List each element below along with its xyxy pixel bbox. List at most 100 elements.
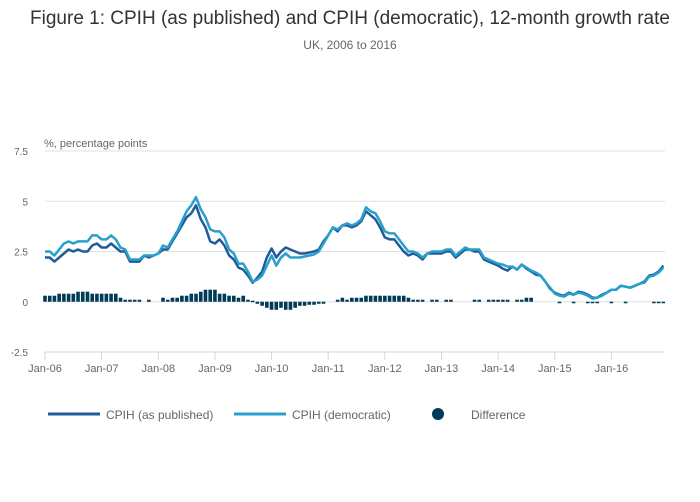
difference-bar — [656, 301, 661, 304]
difference-bar — [137, 299, 142, 302]
x-tick-label: Jan-07 — [85, 363, 119, 375]
difference-bar — [411, 299, 415, 302]
difference-bar — [590, 301, 595, 304]
x-tick-label: Jan-08 — [141, 363, 175, 375]
difference-bar — [392, 295, 397, 302]
difference-bar — [213, 289, 217, 302]
democratic-series-line — [45, 195, 665, 300]
difference-bar — [189, 293, 194, 302]
difference-bar — [43, 295, 47, 302]
difference-bar — [335, 299, 340, 302]
x-tick-label: Jan-13 — [425, 363, 459, 375]
difference-bar — [496, 299, 500, 302]
difference-bar — [194, 293, 198, 302]
difference-bar — [250, 300, 255, 303]
difference-bar — [274, 301, 279, 310]
x-tick-label: Jan-11 — [312, 363, 345, 375]
x-tick-label: Jan-16 — [595, 363, 629, 375]
chart-title: Figure 1: CPIH (as published) and CPIH (… — [30, 8, 670, 29]
difference-bar — [62, 293, 66, 302]
x-tick-label: Jan-06 — [28, 363, 62, 375]
difference-bar — [95, 293, 99, 302]
difference-bar — [66, 293, 71, 302]
difference-bar — [57, 293, 61, 302]
difference-bar — [241, 295, 246, 302]
chart-subtitle: UK, 2006 to 2016 — [303, 38, 397, 52]
difference-bar — [406, 297, 411, 302]
x-tick-label: Jan-15 — [538, 363, 572, 375]
difference-bar — [132, 299, 137, 302]
difference-bar — [524, 297, 529, 302]
difference-bar — [85, 291, 90, 302]
difference-bar — [434, 299, 439, 302]
difference-bar — [165, 299, 170, 302]
difference-bar — [501, 299, 505, 302]
difference-bar — [397, 295, 401, 302]
difference-bar — [359, 297, 364, 302]
difference-bar — [283, 301, 288, 310]
difference-bar — [364, 295, 368, 302]
difference-bar — [198, 291, 203, 302]
difference-bar — [312, 301, 316, 305]
difference-bar — [307, 301, 312, 305]
difference-bar — [288, 301, 293, 310]
difference-bar — [175, 297, 179, 302]
difference-bar — [430, 299, 434, 302]
difference-bar — [661, 301, 666, 304]
legend-difference-swatch — [432, 408, 444, 420]
difference-bar — [170, 297, 175, 302]
y-tick-label: 2.5 — [14, 248, 28, 259]
difference-bar — [491, 299, 496, 302]
difference-bar — [180, 295, 184, 302]
difference-bar — [217, 293, 222, 302]
difference-bar — [293, 301, 297, 308]
difference-bar — [298, 301, 302, 306]
difference-bar — [586, 301, 590, 304]
difference-bar — [203, 289, 208, 302]
difference-bar — [571, 301, 576, 304]
difference-bar — [227, 295, 231, 302]
y-tick-label: 7.5 — [14, 147, 28, 158]
difference-bar — [255, 301, 260, 304]
difference-bar — [595, 301, 600, 304]
difference-bar — [609, 301, 614, 304]
difference-bar — [477, 299, 482, 302]
legend-published-label: CPIH (as published) — [106, 408, 213, 422]
legend-difference-label: Difference — [471, 408, 526, 422]
difference-bar — [472, 299, 477, 302]
difference-bar — [373, 295, 378, 302]
difference-bar — [109, 293, 113, 302]
difference-bar — [345, 299, 349, 302]
difference-bar — [118, 297, 123, 302]
x-tick-label: Jan-14 — [481, 363, 515, 375]
difference-bar — [378, 295, 382, 302]
difference-bar — [222, 293, 227, 302]
x-tick-label: Jan-12 — [368, 363, 402, 375]
difference-bar — [416, 299, 420, 302]
difference-bar — [529, 297, 533, 302]
difference-bar — [652, 301, 656, 304]
difference-bar — [383, 295, 387, 302]
difference-bar — [246, 299, 250, 302]
difference-bar — [350, 297, 354, 302]
x-tick-label: Jan-10 — [255, 363, 289, 375]
difference-bar — [232, 295, 236, 302]
y-tick-label: 0 — [22, 298, 28, 309]
difference-bar — [302, 301, 307, 306]
difference-bar — [519, 299, 524, 302]
difference-bar — [123, 299, 128, 302]
difference-bar — [387, 295, 392, 302]
difference-bar — [316, 301, 321, 304]
difference-bar — [449, 299, 453, 302]
difference-bar — [515, 299, 519, 302]
y-tick-label: 5 — [22, 197, 28, 208]
difference-bar — [505, 299, 510, 302]
y-axis-label: %, percentage points — [44, 138, 148, 150]
legend-democratic-label: CPIH (democratic) — [292, 408, 391, 422]
difference-bar — [76, 291, 80, 302]
difference-bar — [114, 293, 118, 302]
difference-bar — [340, 297, 345, 302]
difference-bar — [354, 297, 359, 302]
difference-bar — [260, 301, 264, 306]
